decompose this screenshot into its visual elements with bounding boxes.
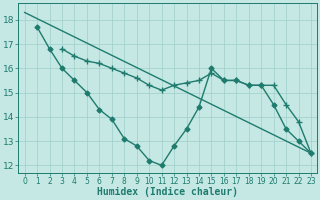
X-axis label: Humidex (Indice chaleur): Humidex (Indice chaleur) <box>97 187 238 197</box>
